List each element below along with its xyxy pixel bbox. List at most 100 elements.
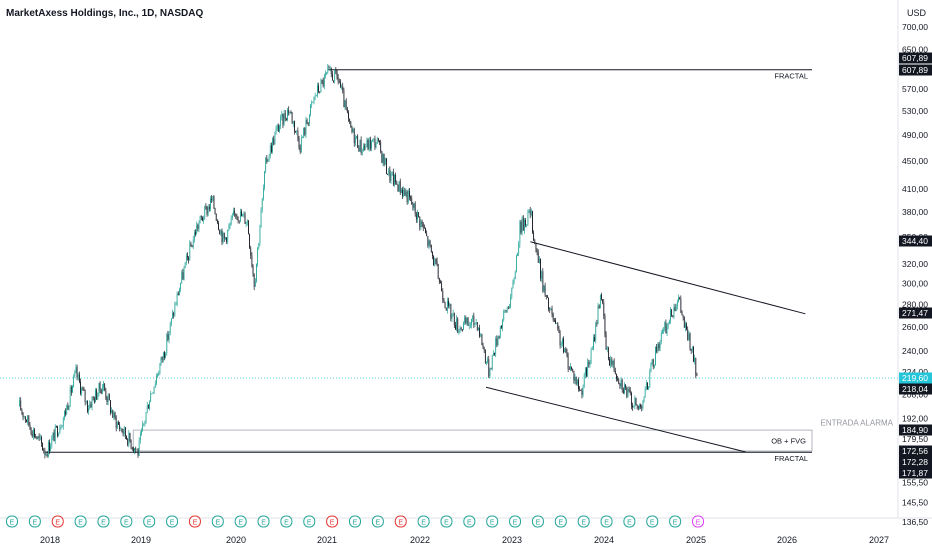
earnings-marker-label: E [215, 520, 220, 527]
earnings-marker[interactable]: E [509, 515, 522, 528]
earnings-marker[interactable]: E [554, 515, 567, 528]
candle-body [387, 173, 388, 175]
candle-body [53, 432, 55, 442]
earnings-marker[interactable]: E [6, 515, 18, 528]
earnings-marker[interactable]: E [166, 515, 179, 528]
candle-body [156, 376, 157, 384]
candle-body [450, 303, 452, 319]
price-label-box [899, 456, 932, 468]
candle-body [549, 309, 551, 310]
candle-body [185, 255, 187, 263]
earnings-marker[interactable]: E [349, 515, 361, 528]
earnings-marker[interactable]: E [371, 515, 384, 528]
candle-body [495, 338, 497, 355]
candle-body [410, 196, 411, 199]
earnings-marker[interactable]: E [120, 515, 133, 528]
candle-body [203, 218, 204, 221]
earnings-marker[interactable]: E [74, 515, 87, 528]
candle-body [397, 184, 399, 192]
candle-body [30, 427, 32, 434]
earnings-marker[interactable]: E [669, 515, 682, 528]
candle-body [319, 91, 321, 93]
candle-body [311, 102, 313, 105]
earnings-marker[interactable]: E [143, 515, 156, 528]
earnings-marker[interactable]: E [463, 515, 476, 528]
earnings-marker[interactable]: E [417, 515, 430, 528]
earnings-marker[interactable]: E [211, 515, 224, 528]
candle-body [42, 443, 43, 451]
candle-body [133, 448, 134, 451]
candle-body [429, 240, 431, 245]
candle-body [386, 158, 387, 174]
earnings-marker[interactable]: E [486, 515, 499, 528]
earnings-marker-shape [234, 515, 247, 528]
candle-body [446, 300, 448, 311]
candle-body [304, 128, 306, 135]
candle-body [509, 306, 510, 309]
candle-body [544, 286, 546, 296]
earnings-marker-shape [669, 515, 682, 528]
candle-body [415, 214, 417, 220]
earnings-marker[interactable]: E [28, 515, 41, 528]
candle-body [179, 288, 180, 296]
earnings-marker[interactable]: E [577, 515, 590, 528]
earnings-marker[interactable]: E [531, 515, 544, 528]
candle-body [553, 320, 555, 321]
candle-body [344, 100, 346, 108]
earnings-marker[interactable]: E [303, 515, 316, 528]
candle-body [443, 299, 445, 303]
earnings-marker[interactable]: E [646, 515, 659, 528]
earnings-marker[interactable]: E [692, 515, 704, 528]
earnings-marker[interactable]: E [188, 515, 201, 528]
candle-body [467, 318, 469, 326]
earnings-marker[interactable]: E [440, 515, 453, 528]
candle-body [635, 398, 637, 405]
earnings-marker-label: E [604, 520, 609, 527]
candle-body [152, 392, 154, 394]
candle-body [620, 379, 622, 387]
earnings-marker[interactable]: E [326, 515, 339, 528]
earnings-marker[interactable]: E [257, 515, 270, 528]
candle-body [496, 338, 498, 345]
candle-body [27, 415, 29, 423]
earnings-marker[interactable]: E [51, 515, 64, 528]
candle-body [307, 123, 309, 125]
candle-body [514, 272, 516, 279]
earnings-marker-label: E [444, 520, 449, 527]
price-label-text: 172,56 [902, 446, 928, 456]
earnings-marker[interactable]: E [280, 515, 293, 528]
candle-body [90, 403, 92, 408]
candle-body [51, 437, 53, 447]
candle-body [251, 255, 253, 267]
price-label-text: 271,47 [902, 308, 928, 318]
earnings-marker[interactable]: E [97, 515, 110, 528]
candle-body [532, 211, 533, 233]
candle-body [504, 310, 506, 312]
candle-body [346, 109, 348, 113]
candle-body [628, 389, 630, 391]
candle-body [295, 131, 296, 132]
candle-body [77, 374, 79, 378]
earnings-marker-label: E [55, 520, 60, 527]
earnings-marker-shape [554, 515, 567, 528]
time-tick-label: 2020 [226, 535, 246, 545]
candle-body [276, 125, 278, 129]
candle-body [372, 139, 374, 141]
candle-body [503, 311, 505, 320]
earnings-marker[interactable]: E [234, 515, 247, 528]
earnings-marker[interactable]: E [600, 515, 613, 528]
candle-body [670, 309, 671, 321]
time-axis[interactable]: 2018 2019 2020 2021 2022 2023 2024 2025 2026 2027 [40, 535, 889, 545]
candle-body [526, 224, 528, 226]
candle-body [573, 370, 575, 381]
candle-body [421, 221, 423, 224]
candle-body [580, 389, 582, 391]
candle-body [498, 336, 500, 338]
price-axis[interactable]: 136,50145,50155,50171,50179,50192,00208,… [899, 22, 932, 527]
candle-body [675, 306, 677, 311]
earnings-marker[interactable]: E [623, 515, 636, 528]
earnings-marker-label: E [33, 520, 38, 527]
price-tick-label: 192,00 [902, 414, 928, 424]
earnings-marker[interactable]: E [394, 515, 407, 528]
